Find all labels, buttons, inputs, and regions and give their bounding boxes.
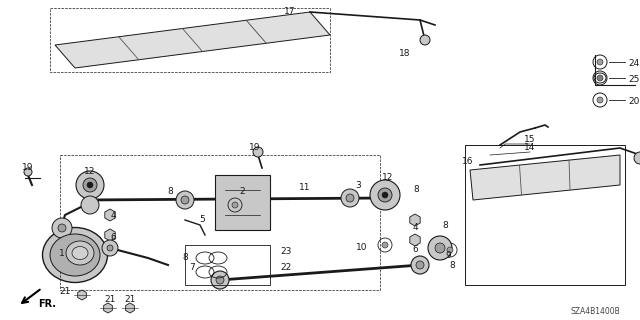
Text: 5: 5 [199, 215, 205, 225]
Circle shape [597, 59, 603, 65]
Text: 14: 14 [524, 143, 536, 153]
Text: 16: 16 [462, 157, 474, 166]
Circle shape [253, 147, 263, 157]
Text: 19: 19 [249, 143, 260, 153]
Circle shape [346, 194, 354, 202]
Text: 11: 11 [300, 183, 311, 193]
Circle shape [597, 97, 603, 103]
Text: SZA4B1400B: SZA4B1400B [570, 307, 620, 316]
Ellipse shape [50, 234, 100, 276]
Text: 15: 15 [524, 135, 536, 145]
Ellipse shape [42, 228, 108, 283]
Circle shape [216, 276, 224, 284]
Circle shape [176, 191, 194, 209]
Circle shape [211, 271, 229, 289]
Circle shape [87, 182, 93, 188]
Circle shape [52, 218, 72, 238]
Text: 22: 22 [280, 263, 292, 273]
Text: 2: 2 [239, 188, 245, 196]
Text: 20: 20 [628, 98, 639, 107]
Text: 21: 21 [60, 287, 70, 297]
Circle shape [382, 192, 388, 198]
Text: 12: 12 [382, 173, 394, 182]
Circle shape [107, 245, 113, 251]
Text: 25: 25 [628, 76, 639, 84]
Text: 8: 8 [449, 260, 455, 269]
Circle shape [24, 168, 32, 176]
Text: 24: 24 [628, 60, 639, 68]
Text: 7: 7 [189, 263, 195, 273]
Text: 12: 12 [84, 167, 96, 177]
Text: 8: 8 [182, 253, 188, 262]
Text: 6: 6 [110, 234, 116, 243]
Text: 23: 23 [280, 247, 292, 257]
Ellipse shape [72, 246, 88, 260]
Circle shape [382, 242, 388, 248]
Text: 17: 17 [284, 7, 296, 17]
Text: 8: 8 [167, 188, 173, 196]
Text: 8: 8 [442, 220, 448, 229]
Text: 18: 18 [399, 49, 411, 58]
Circle shape [428, 236, 452, 260]
Circle shape [435, 243, 445, 253]
Circle shape [341, 189, 359, 207]
Circle shape [81, 196, 99, 214]
Circle shape [634, 152, 640, 164]
Text: 6: 6 [412, 245, 418, 254]
Circle shape [378, 188, 392, 202]
Circle shape [416, 261, 424, 269]
Circle shape [411, 256, 429, 274]
Circle shape [76, 171, 104, 199]
Text: 9: 9 [445, 251, 451, 260]
Text: 10: 10 [356, 244, 368, 252]
Polygon shape [470, 155, 620, 200]
Circle shape [447, 247, 453, 253]
Text: 4: 4 [110, 211, 116, 220]
Text: 8: 8 [413, 186, 419, 195]
Text: 1: 1 [59, 249, 65, 258]
Text: 3: 3 [355, 180, 361, 189]
Circle shape [232, 202, 238, 208]
Circle shape [83, 178, 97, 192]
Polygon shape [215, 175, 270, 230]
Circle shape [370, 180, 400, 210]
Circle shape [420, 35, 430, 45]
Text: 4: 4 [412, 223, 418, 233]
Polygon shape [55, 12, 330, 68]
Circle shape [58, 224, 66, 232]
Circle shape [181, 196, 189, 204]
Text: FR.: FR. [38, 299, 56, 309]
Text: 19: 19 [22, 164, 34, 172]
Circle shape [102, 240, 118, 256]
Circle shape [597, 75, 603, 81]
Ellipse shape [66, 241, 94, 265]
Text: 21: 21 [124, 295, 136, 305]
Text: 21: 21 [104, 295, 116, 305]
